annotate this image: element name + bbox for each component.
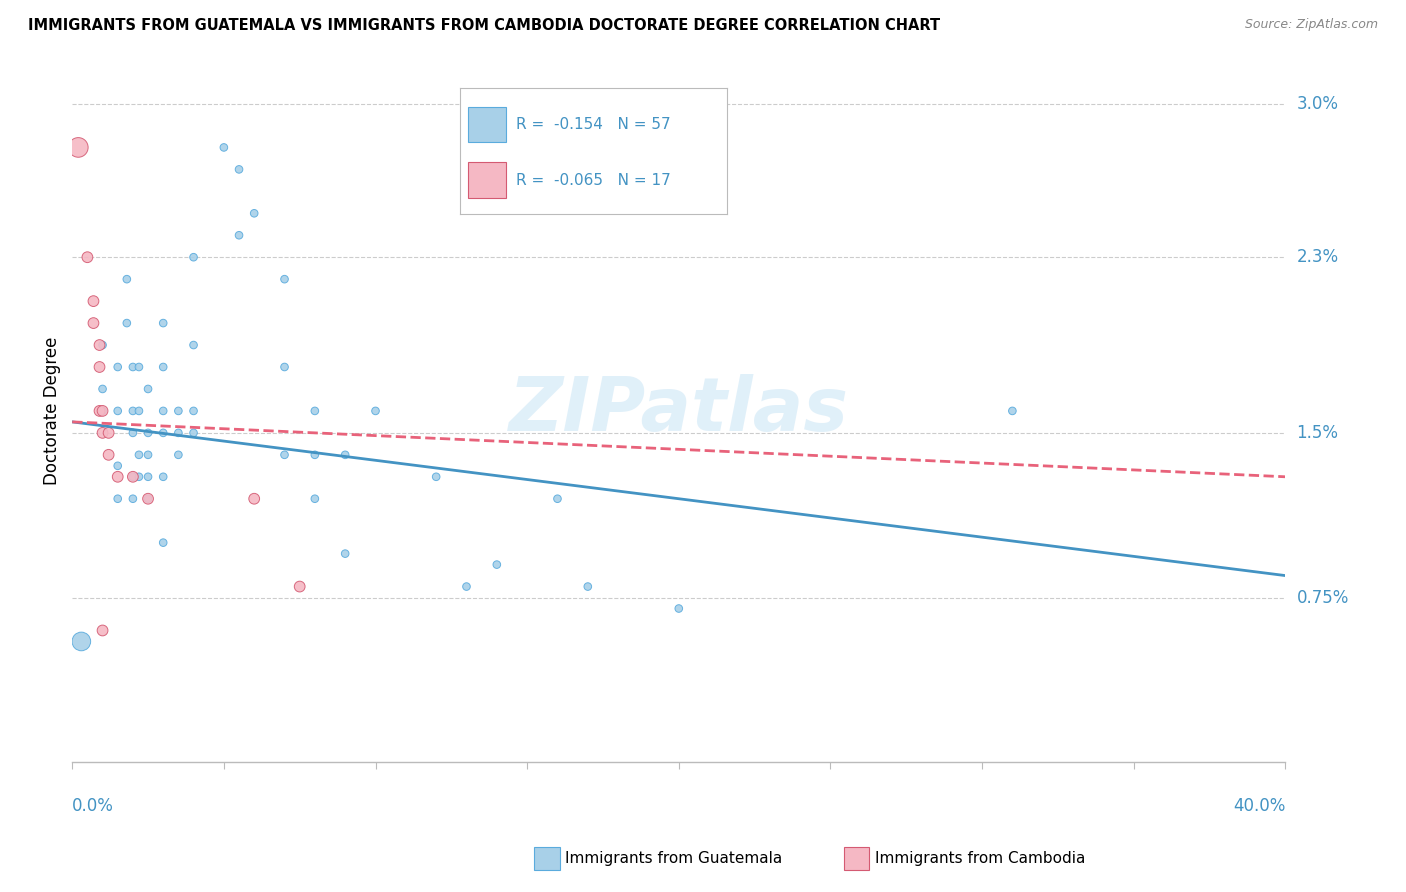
Point: [167, 404, 190, 418]
Point: [122, 491, 145, 506]
Point: [136, 425, 159, 440]
Point: [136, 470, 159, 484]
Point: [1001, 404, 1024, 418]
Point: [228, 162, 250, 177]
Point: [152, 470, 174, 484]
Point: [89, 404, 111, 418]
Text: 2.3%: 2.3%: [1296, 248, 1339, 266]
Point: [183, 250, 205, 264]
Point: [91, 338, 114, 352]
Point: [304, 491, 326, 506]
Point: [136, 491, 159, 506]
Text: 40.0%: 40.0%: [1233, 797, 1285, 815]
Point: [128, 359, 150, 374]
Point: [91, 425, 114, 440]
Point: [97, 425, 120, 440]
Point: [122, 470, 145, 484]
Point: [128, 470, 150, 484]
Point: [212, 140, 235, 154]
Point: [70, 634, 93, 648]
Text: 1.5%: 1.5%: [1296, 424, 1339, 442]
Point: [273, 448, 295, 462]
Point: [82, 316, 104, 330]
Point: [107, 404, 129, 418]
Point: [243, 491, 266, 506]
Text: Source: ZipAtlas.com: Source: ZipAtlas.com: [1244, 18, 1378, 31]
Point: [136, 448, 159, 462]
Point: [107, 491, 129, 506]
Point: [136, 491, 159, 506]
Point: [152, 535, 174, 549]
Point: [122, 425, 145, 440]
Point: [82, 294, 104, 309]
Point: [97, 448, 120, 462]
Point: [288, 580, 311, 594]
Y-axis label: Doctorate Degree: Doctorate Degree: [44, 336, 60, 485]
Point: [183, 338, 205, 352]
Text: 0.0%: 0.0%: [72, 797, 114, 815]
Text: Immigrants from Cambodia: Immigrants from Cambodia: [875, 852, 1085, 866]
Point: [91, 404, 114, 418]
Point: [67, 140, 90, 154]
Point: [89, 338, 111, 352]
Point: [167, 425, 190, 440]
Point: [128, 448, 150, 462]
Point: [107, 470, 129, 484]
Point: [335, 547, 357, 561]
Point: [152, 359, 174, 374]
Point: [107, 359, 129, 374]
Point: [273, 359, 295, 374]
Point: [485, 558, 508, 572]
Point: [128, 404, 150, 418]
Point: [136, 382, 159, 396]
Point: [335, 448, 357, 462]
Text: Immigrants from Guatemala: Immigrants from Guatemala: [565, 852, 783, 866]
Point: [456, 580, 478, 594]
Point: [364, 404, 387, 418]
Text: ZIPatlas: ZIPatlas: [509, 375, 849, 448]
Point: [183, 404, 205, 418]
Point: [152, 316, 174, 330]
Text: IMMIGRANTS FROM GUATEMALA VS IMMIGRANTS FROM CAMBODIA DOCTORATE DEGREE CORRELATI: IMMIGRANTS FROM GUATEMALA VS IMMIGRANTS …: [28, 18, 941, 33]
Point: [115, 272, 138, 286]
Point: [273, 272, 295, 286]
Point: [152, 404, 174, 418]
Point: [228, 228, 250, 243]
Point: [107, 458, 129, 473]
Point: [304, 404, 326, 418]
Point: [89, 359, 111, 374]
Point: [91, 382, 114, 396]
Point: [122, 404, 145, 418]
Point: [304, 448, 326, 462]
Point: [546, 491, 568, 506]
Point: [183, 425, 205, 440]
Point: [425, 470, 447, 484]
Point: [152, 425, 174, 440]
Point: [122, 470, 145, 484]
Point: [122, 359, 145, 374]
Point: [167, 448, 190, 462]
Point: [76, 250, 98, 264]
Point: [91, 624, 114, 638]
Point: [243, 206, 266, 220]
Point: [668, 601, 690, 615]
Text: 3.0%: 3.0%: [1296, 95, 1339, 112]
Point: [576, 580, 599, 594]
Point: [91, 404, 114, 418]
Text: 0.75%: 0.75%: [1296, 589, 1348, 607]
Point: [115, 316, 138, 330]
